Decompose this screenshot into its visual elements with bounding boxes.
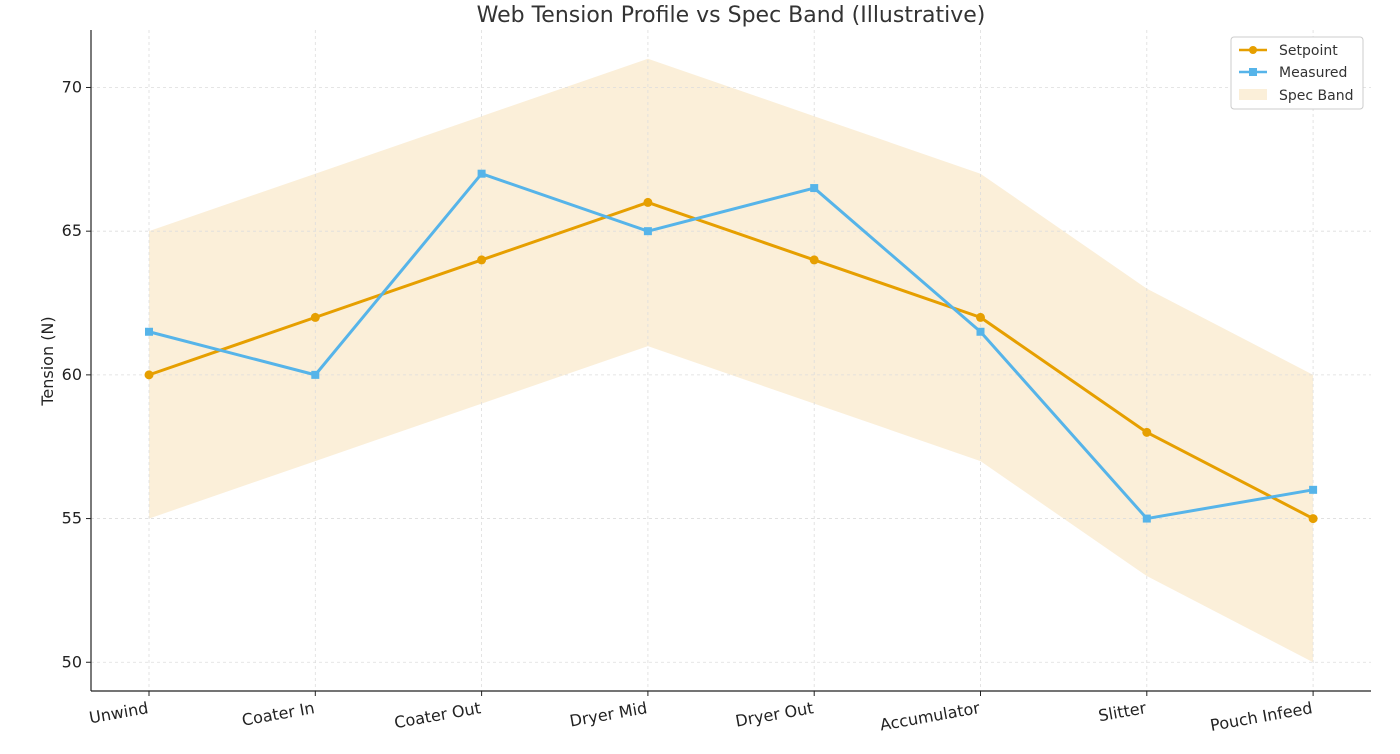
y-axis-label: Tension (N) <box>38 316 57 406</box>
x-tick-label: Coater In <box>240 698 316 729</box>
y-tick-label: 65 <box>62 221 82 240</box>
x-tick-label: Coater Out <box>393 698 483 732</box>
legend-marker-setpoint <box>1249 46 1257 54</box>
x-tick-label: Slitter <box>1097 698 1148 725</box>
data-point-measured <box>1142 514 1151 523</box>
data-point-setpoint <box>809 255 819 265</box>
data-point-setpoint <box>643 197 653 207</box>
data-point-measured <box>643 227 652 236</box>
y-tick-label: 60 <box>62 365 82 384</box>
data-point-measured <box>477 169 486 178</box>
x-tick-label: Dryer Out <box>734 698 815 730</box>
legend-label-measured: Measured <box>1279 65 1347 81</box>
data-point-setpoint <box>144 370 154 380</box>
x-tick-label: Accumulator <box>878 698 981 734</box>
chart-title: Web Tension Profile vs Spec Band (Illust… <box>477 3 986 28</box>
plot-area: 50 55 60 65 70 Unwind Coater In Coater Out Dryer… <box>62 30 1371 735</box>
legend-marker-measured <box>1249 68 1257 76</box>
y-tick-label: 55 <box>62 509 82 528</box>
x-tick-label: Pouch Infeed <box>1209 698 1314 735</box>
series-line-measured <box>148 172 1314 521</box>
y-tick-label: 70 <box>62 77 82 96</box>
data-point-setpoint <box>310 312 320 322</box>
data-point-setpoint <box>477 255 487 265</box>
y-tick-label: 50 <box>62 652 82 671</box>
legend: Setpoint Measured Spec Band <box>1230 36 1364 110</box>
data-point-setpoint <box>1308 514 1318 524</box>
legend-swatch-spec-band <box>1239 89 1267 100</box>
data-point-measured <box>1309 485 1318 494</box>
data-point-setpoint <box>976 312 985 322</box>
legend-label-setpoint: Setpoint <box>1279 43 1338 59</box>
spec-band-area <box>149 58 1314 663</box>
x-tick-label: Unwind <box>88 698 150 727</box>
series-line-setpoint <box>148 200 1314 520</box>
legend-label-spec-band: Spec Band <box>1279 88 1353 104</box>
data-point-measured <box>810 184 819 193</box>
data-point-measured <box>976 327 985 336</box>
data-point-measured <box>311 370 320 379</box>
data-point-measured <box>145 327 153 336</box>
x-tick-label: Dryer Mid <box>568 698 648 730</box>
data-point-setpoint <box>1142 427 1152 437</box>
